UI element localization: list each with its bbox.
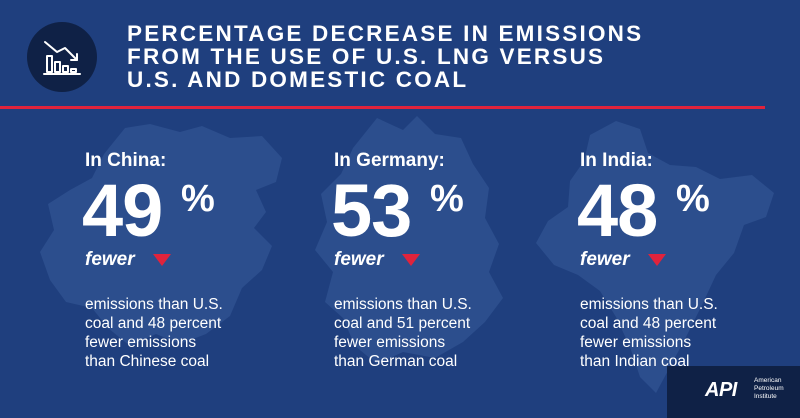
api-logo-mark: API	[705, 379, 737, 401]
germany-map-silhouette	[315, 116, 503, 364]
country-label: In China:	[85, 150, 167, 171]
stat-value: 49	[82, 169, 163, 252]
stat-value-row: 48 %	[577, 174, 795, 248]
down-triangle-icon	[402, 254, 420, 266]
description-line: fewer emissions	[334, 334, 446, 351]
stat-value: 53	[331, 169, 412, 252]
stat-column-germany: In Germany: 53 % fewer emissions than U.…	[331, 150, 549, 371]
title-line-3: U.S. AND DOMESTIC COAL	[127, 67, 469, 92]
fewer-row: fewer	[580, 248, 795, 274]
down-triangle-icon	[153, 254, 171, 266]
down-triangle-icon	[648, 254, 666, 266]
stat-value-row: 49 %	[82, 174, 300, 248]
description-line: emissions than U.S.	[334, 296, 472, 313]
fewer-row: fewer	[334, 248, 549, 274]
page-title: PERCENTAGE DECREASE IN EMISSIONS FROM TH…	[127, 22, 792, 91]
fewer-label: fewer	[334, 249, 384, 270]
country-label: In India:	[580, 150, 653, 171]
description-line: fewer emissions	[85, 334, 197, 351]
description-line: coal and 48 percent	[580, 315, 717, 332]
logo-text-line: Institute	[754, 393, 777, 400]
stat-column-india: In India: 48 % fewer emissions than U.S.…	[577, 150, 795, 371]
logo-text-line: Petroleum	[754, 385, 784, 392]
stat-value-row: 53 %	[331, 174, 549, 248]
title-line-2: FROM THE USE OF U.S. LNG VERSUS	[127, 44, 606, 69]
chart-badge	[27, 22, 97, 92]
api-logo-text: American Petroleum Institute	[754, 377, 800, 401]
description-line: fewer emissions	[580, 334, 692, 351]
fewer-label: fewer	[580, 249, 630, 270]
percent-sign: %	[430, 178, 464, 220]
api-logo: API American Petroleum Institute	[667, 366, 800, 418]
stat-description: emissions than U.S. coal and 48 percent …	[580, 295, 795, 371]
declining-bar-chart-icon	[43, 41, 81, 75]
stat-value: 48	[577, 169, 658, 252]
description-line: emissions than U.S.	[580, 296, 718, 313]
country-label: In Germany:	[334, 150, 445, 171]
description-line: emissions than U.S.	[85, 296, 223, 313]
description-line: coal and 51 percent	[334, 315, 471, 332]
fewer-row: fewer	[85, 248, 300, 274]
fewer-label: fewer	[85, 249, 135, 270]
percent-sign: %	[181, 178, 215, 220]
description-line: than Chinese coal	[85, 353, 210, 370]
description-line: than German coal	[334, 353, 458, 370]
stat-description: emissions than U.S. coal and 51 percent …	[334, 295, 549, 371]
title-divider	[0, 106, 765, 109]
description-line: than Indian coal	[580, 353, 690, 370]
title-line-1: PERCENTAGE DECREASE IN EMISSIONS	[127, 21, 644, 46]
china-map-silhouette	[40, 124, 282, 346]
stat-column-china: In China: 49 % fewer emissions than U.S.…	[82, 150, 300, 371]
stat-description: emissions than U.S. coal and 48 percent …	[85, 295, 300, 371]
description-line: coal and 48 percent	[85, 315, 222, 332]
logo-text-line: American	[754, 377, 782, 384]
percent-sign: %	[676, 178, 710, 220]
